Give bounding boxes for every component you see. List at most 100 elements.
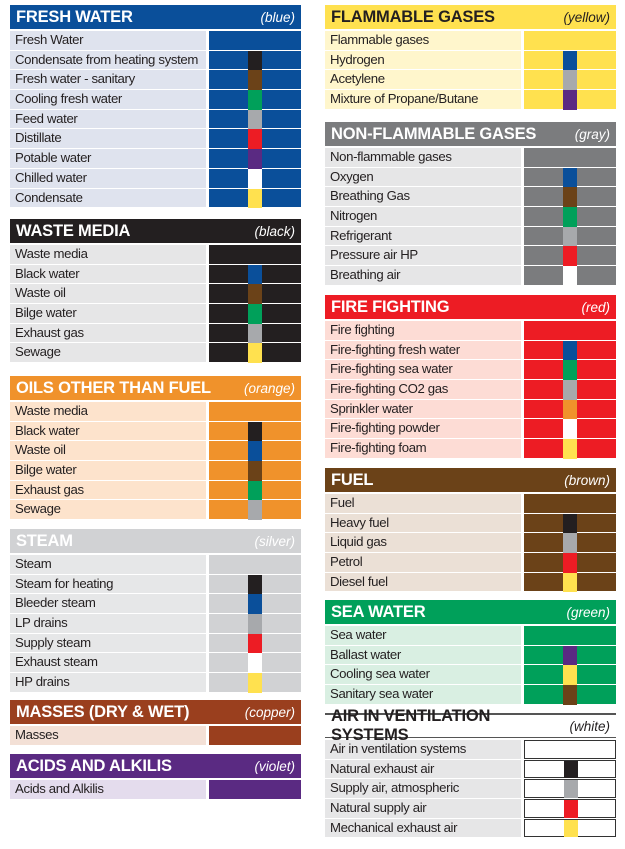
row-label: Supply steam bbox=[10, 633, 206, 653]
row-label: Exhaust steam bbox=[10, 653, 206, 673]
row-label: Liquid gas bbox=[325, 533, 521, 553]
color-swatch bbox=[209, 168, 301, 189]
section-header: STEAM (silver) bbox=[10, 529, 301, 553]
table-row: Waste media bbox=[10, 245, 301, 265]
table-row: Mixture of Propane/Butane bbox=[325, 90, 616, 110]
row-label: Condensate from heating system bbox=[10, 50, 206, 70]
color-swatch bbox=[524, 148, 616, 167]
row-label: Natural exhaust air bbox=[325, 759, 521, 779]
identification-stripe bbox=[563, 533, 577, 554]
identification-stripe bbox=[564, 780, 578, 799]
table-row: Exhaust gas bbox=[10, 480, 301, 501]
identification-stripe bbox=[563, 513, 577, 534]
table-row: Air in ventilation systems bbox=[325, 740, 616, 760]
color-swatch bbox=[524, 246, 616, 267]
row-label: Fire-fighting powder bbox=[325, 419, 521, 439]
row-label: Nitrogen bbox=[325, 207, 521, 226]
section-header: FLAMMABLE GASES (yellow) bbox=[325, 5, 616, 29]
table-row: Condensate from heating system bbox=[10, 50, 301, 71]
table-row: Diesel fuel bbox=[325, 572, 616, 593]
color-swatch bbox=[209, 780, 301, 799]
row-label: Petrol bbox=[325, 553, 521, 572]
row-label: Sea water bbox=[325, 626, 521, 645]
color-swatch bbox=[209, 149, 301, 169]
row-label: LP drains bbox=[10, 614, 206, 633]
row-label: Sewage bbox=[10, 343, 206, 363]
identification-stripe bbox=[563, 380, 577, 400]
color-swatch bbox=[209, 31, 301, 50]
table-row: Flammable gases bbox=[325, 31, 616, 51]
identification-stripe bbox=[563, 90, 577, 110]
row-label: Bilge water bbox=[10, 304, 206, 323]
identification-stripe bbox=[564, 819, 578, 838]
identification-stripe bbox=[248, 284, 262, 305]
section-color-name: (green) bbox=[566, 604, 610, 620]
row-label: Exhaust gas bbox=[10, 480, 206, 500]
table-row: Natural supply air bbox=[325, 799, 616, 819]
table-row: Breathing air bbox=[325, 266, 616, 286]
color-swatch bbox=[524, 187, 616, 208]
table-row: Oxygen bbox=[325, 167, 616, 188]
identification-stripe bbox=[248, 304, 262, 324]
row-label: Breathing air bbox=[325, 266, 521, 285]
identification-stripe bbox=[248, 90, 262, 110]
row-label: Fire fighting bbox=[325, 321, 521, 340]
color-swatch bbox=[209, 129, 301, 150]
row-label: Exhaust gas bbox=[10, 323, 206, 343]
color-swatch bbox=[524, 266, 616, 286]
table-row: Sewage bbox=[10, 500, 301, 521]
row-label: Acids and Alkilis bbox=[10, 780, 206, 799]
color-swatch bbox=[209, 50, 301, 71]
color-swatch bbox=[524, 380, 616, 400]
table-row: Fire-fighting sea water bbox=[325, 360, 616, 381]
row-label: Flammable gases bbox=[325, 31, 521, 50]
row-label: Distillate bbox=[10, 129, 206, 149]
section-color-name: (yellow) bbox=[563, 9, 610, 25]
identification-stripe bbox=[563, 553, 577, 573]
section-color-name: (white) bbox=[569, 718, 610, 734]
table-row: Bilge water bbox=[10, 461, 301, 481]
table-row: Fire-fighting CO2 gas bbox=[325, 380, 616, 400]
color-swatch bbox=[524, 31, 616, 50]
row-label: Condensate bbox=[10, 188, 206, 208]
identification-stripe bbox=[248, 614, 262, 634]
row-label: Steam for heating bbox=[10, 574, 206, 594]
table-row: Mechanical exhaust air bbox=[325, 818, 616, 839]
table-row: Nitrogen bbox=[325, 207, 616, 227]
section-color-name: (violet) bbox=[254, 758, 295, 774]
row-label: Pressure air HP bbox=[325, 246, 521, 266]
row-label: Mechanical exhaust air bbox=[325, 818, 521, 838]
table-row: Fresh Water bbox=[10, 31, 301, 51]
color-swatch bbox=[209, 653, 301, 674]
color-swatch bbox=[209, 500, 301, 521]
row-label: Refrigerant bbox=[325, 226, 521, 246]
section-header: MASSES (DRY & WET) (copper) bbox=[10, 700, 301, 724]
section-title: SEA WATER bbox=[331, 602, 426, 621]
color-swatch bbox=[524, 439, 616, 459]
color-swatch bbox=[524, 70, 616, 91]
color-swatch bbox=[524, 685, 616, 705]
color-swatch bbox=[209, 70, 301, 91]
color-swatch bbox=[524, 340, 616, 361]
section-title: MASSES (DRY & WET) bbox=[16, 702, 190, 721]
color-swatch bbox=[524, 494, 616, 513]
identification-stripe bbox=[248, 421, 262, 442]
section-header: SEA WATER (green) bbox=[325, 600, 616, 624]
section-color-name: (red) bbox=[581, 299, 610, 315]
color-swatch bbox=[524, 740, 616, 759]
color-swatch bbox=[524, 419, 616, 440]
section-non-flammable-gases: NON-FLAMMABLE GASES (gray) Non-flammable g… bbox=[325, 122, 616, 286]
section-title: FRESH WATER bbox=[16, 7, 133, 26]
color-swatch bbox=[209, 555, 301, 574]
identification-stripe bbox=[563, 645, 577, 666]
section-fresh-water: FRESH WATER (blue) Fresh Water Condensate f… bbox=[10, 5, 301, 209]
table-row: Chilled water bbox=[10, 168, 301, 189]
table-row: Petrol bbox=[325, 553, 616, 573]
row-label: Sewage bbox=[10, 500, 206, 520]
color-swatch bbox=[524, 799, 616, 818]
row-label: Cooling sea water bbox=[325, 665, 521, 685]
row-label: Chilled water bbox=[10, 168, 206, 188]
row-label: Fresh Water bbox=[10, 31, 206, 50]
table-row: Masses bbox=[10, 726, 301, 746]
section-header: ACIDS AND ALKILIS (violet) bbox=[10, 754, 301, 778]
